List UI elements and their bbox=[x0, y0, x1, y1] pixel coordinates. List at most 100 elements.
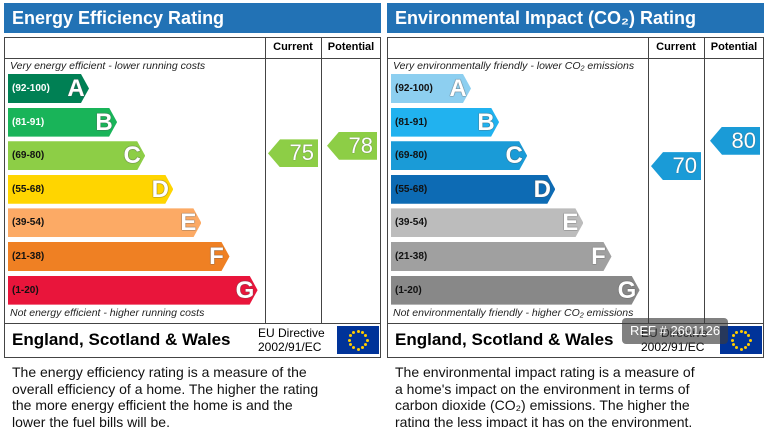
column-header: Current bbox=[656, 41, 696, 53]
rating-band bbox=[8, 276, 258, 305]
band-letter: B bbox=[95, 108, 113, 136]
band-letter: A bbox=[67, 75, 85, 102]
rating-band bbox=[8, 141, 145, 170]
flag-star bbox=[735, 346, 738, 350]
band-letter: E bbox=[562, 209, 579, 237]
panel-box bbox=[4, 37, 381, 358]
divider bbox=[648, 37, 649, 323]
band-range: (1-20) bbox=[395, 284, 422, 296]
region: England, Scotland & Wales bbox=[12, 330, 231, 349]
band-letter: D bbox=[533, 175, 551, 203]
description-line: lower the fuel bills will be. bbox=[12, 413, 170, 427]
description-line: The energy efficiency rating is a measur… bbox=[12, 364, 307, 380]
rating-arrow: 70 bbox=[651, 152, 701, 181]
panel-box bbox=[387, 37, 764, 358]
band-letter: D bbox=[151, 175, 169, 203]
flag-star bbox=[361, 346, 364, 350]
flag-star bbox=[352, 330, 355, 334]
band-range: (21-38) bbox=[395, 251, 428, 262]
region: England, Scotland & Wales bbox=[395, 330, 614, 349]
rating-band bbox=[8, 175, 173, 204]
flag-star bbox=[731, 334, 735, 337]
band-letter: G bbox=[617, 276, 637, 304]
divider bbox=[321, 37, 322, 323]
rating-arrow: 80 bbox=[710, 126, 760, 155]
flag-star bbox=[744, 346, 747, 350]
rating-band bbox=[8, 242, 230, 271]
description-line: The environmental impact rating is a mea… bbox=[395, 364, 695, 380]
divider bbox=[704, 37, 705, 323]
flag-star bbox=[364, 334, 368, 337]
band-letter: E bbox=[180, 209, 197, 237]
bottom-note: Not environmentally friendly - higher CO… bbox=[393, 307, 634, 319]
divider bbox=[4, 58, 381, 59]
band-letter: C bbox=[123, 142, 141, 170]
divider bbox=[387, 58, 764, 59]
directive: EU Directive bbox=[258, 326, 325, 340]
band-range: (81-91) bbox=[12, 116, 45, 128]
rating-band bbox=[8, 108, 117, 137]
divider bbox=[265, 37, 266, 323]
flag-star bbox=[361, 330, 364, 334]
band-letter: F bbox=[591, 243, 606, 270]
description-line: rating the less impact it has on the env… bbox=[395, 413, 693, 427]
flag-star bbox=[365, 338, 369, 342]
band-letter: B bbox=[477, 108, 495, 136]
divider bbox=[4, 323, 381, 324]
flag-star bbox=[347, 338, 351, 342]
band-range: (92-100) bbox=[395, 83, 433, 94]
flag-star bbox=[747, 334, 751, 337]
eu-flag bbox=[337, 326, 379, 354]
flag-star bbox=[364, 343, 368, 346]
band-range: (39-54) bbox=[12, 217, 45, 229]
rating-band bbox=[8, 74, 89, 103]
rating-band bbox=[8, 208, 201, 237]
flag-star bbox=[348, 334, 352, 337]
flag-star bbox=[739, 347, 743, 351]
description-line: overall efficiency of a home. The higher… bbox=[12, 380, 319, 397]
rating-band bbox=[391, 175, 555, 204]
rating-arrow: 75 bbox=[268, 139, 318, 168]
directive: 2002/91/EC bbox=[258, 340, 322, 354]
flag-star bbox=[748, 338, 752, 342]
rating-band bbox=[391, 276, 640, 305]
band-range: (92-100) bbox=[12, 83, 50, 94]
watermark: REF # 2601126 bbox=[622, 318, 729, 344]
column-header: Potential bbox=[327, 41, 375, 53]
rating-band bbox=[391, 208, 583, 237]
flag-star bbox=[352, 346, 355, 350]
top-note: Very environmentally friendly - lower CO… bbox=[393, 60, 635, 72]
flag-star bbox=[747, 343, 751, 346]
band-range: (1-20) bbox=[12, 284, 39, 296]
column-header: Current bbox=[273, 41, 313, 53]
band-letter: F bbox=[209, 243, 224, 270]
band-letter: C bbox=[505, 142, 523, 170]
flag-star bbox=[735, 330, 738, 334]
band-letter: G bbox=[235, 276, 255, 304]
rating-band bbox=[391, 242, 612, 271]
rating-band bbox=[391, 74, 471, 103]
panel-title: Energy Efficiency Rating bbox=[4, 3, 381, 33]
flag-star bbox=[348, 343, 352, 346]
band-letter: A bbox=[449, 75, 467, 102]
description-line: the more energy efficient the home is an… bbox=[12, 397, 293, 413]
band-range: (55-68) bbox=[395, 183, 428, 195]
rating-band bbox=[391, 108, 499, 137]
description-line: a home's impact on the environment in te… bbox=[395, 380, 690, 397]
flag-star bbox=[744, 330, 747, 334]
rating-arrow: 78 bbox=[327, 131, 377, 160]
flag-star bbox=[730, 338, 734, 342]
top-note: Very energy efficient - lower running co… bbox=[10, 60, 206, 72]
band-range: (21-38) bbox=[12, 251, 45, 262]
bottom-note: Not energy efficient - higher running co… bbox=[10, 307, 205, 319]
flag-star bbox=[731, 343, 735, 346]
flag-star bbox=[739, 329, 743, 333]
divider bbox=[387, 323, 764, 324]
band-range: (39-54) bbox=[395, 217, 428, 229]
rating-band bbox=[391, 141, 527, 170]
description-line: carbon dioxide (CO₂) emissions. The high… bbox=[395, 397, 690, 413]
flag-star bbox=[356, 347, 360, 351]
panel-title: Environmental Impact (CO₂) Rating bbox=[387, 3, 764, 33]
band-range: (69-80) bbox=[395, 150, 428, 162]
